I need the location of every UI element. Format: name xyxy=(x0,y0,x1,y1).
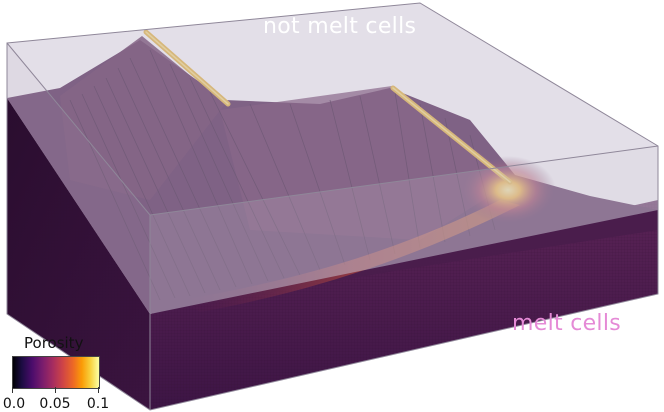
not-melt-box-left xyxy=(7,43,150,314)
melt-cells-label: melt cells xyxy=(512,311,622,336)
colorbar-gradient xyxy=(12,356,100,389)
colorbar-ticklabel-2: 0.1 xyxy=(86,396,110,412)
colorbar-ticklabel-1: 0.05 xyxy=(39,396,71,412)
colorbar-tick-0 xyxy=(12,387,13,393)
colorbar-tick-1 xyxy=(55,387,56,393)
colorbar-title: Porosity xyxy=(24,334,84,352)
not-melt-box-top xyxy=(7,3,658,215)
not-melt-cells-label: not melt cells xyxy=(263,14,417,39)
colorbar-tick-2 xyxy=(98,387,99,393)
not-melt-box-front xyxy=(150,146,658,314)
colorbar-ticklabel-0: 0.0 xyxy=(2,396,26,412)
